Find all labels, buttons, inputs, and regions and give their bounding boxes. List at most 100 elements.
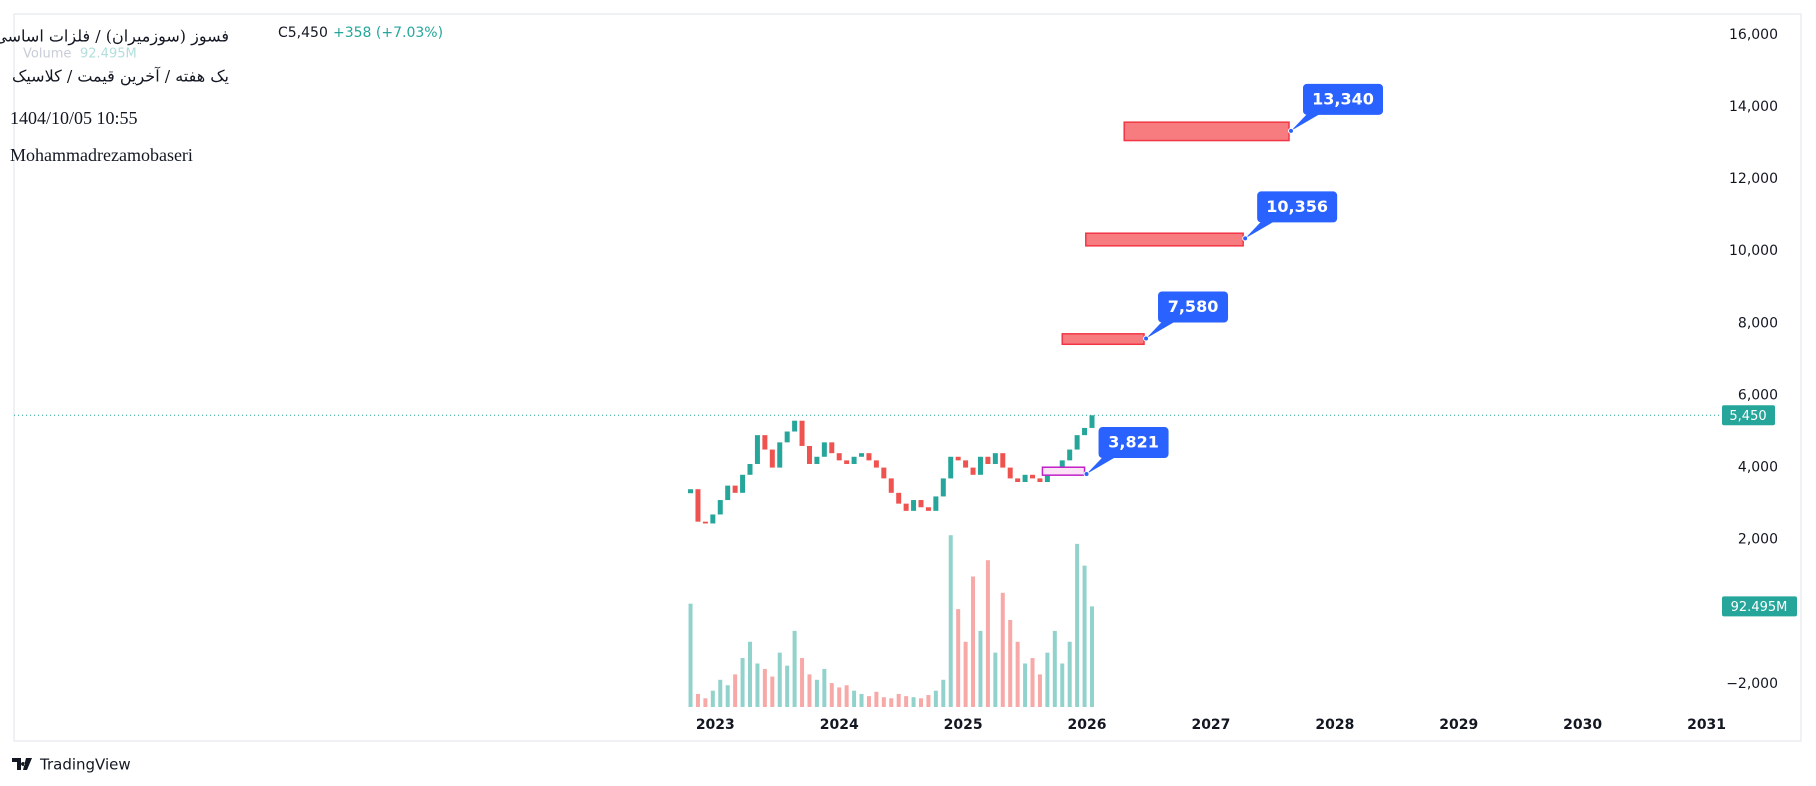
candle xyxy=(992,453,998,464)
candle xyxy=(896,492,902,504)
y-tick-label: 10,000 xyxy=(1729,243,1778,259)
volume-bar xyxy=(948,535,953,707)
y-tick-label: 14,000 xyxy=(1729,99,1778,115)
volume-bar xyxy=(852,690,857,707)
volume-bar xyxy=(956,609,961,707)
candle xyxy=(888,478,894,493)
volume-bar xyxy=(740,658,745,707)
volume-bar xyxy=(837,687,842,707)
volume-bar xyxy=(1023,663,1028,707)
candle xyxy=(717,500,723,515)
candle xyxy=(1082,427,1088,436)
volume-bar xyxy=(822,668,827,707)
y-tick-label: 4,000 xyxy=(1738,460,1778,476)
candle xyxy=(933,496,939,511)
candle xyxy=(754,435,760,464)
volume-bar xyxy=(993,652,998,707)
volume-bar xyxy=(1082,565,1087,707)
zone xyxy=(1041,466,1086,476)
candle xyxy=(1059,460,1065,468)
volume-bar xyxy=(941,679,946,707)
volume-bar xyxy=(896,693,901,707)
volume-bar xyxy=(874,691,879,707)
y-tick-label: 8,000 xyxy=(1738,315,1778,331)
candle xyxy=(918,500,924,508)
candle xyxy=(732,485,738,493)
volume-bar xyxy=(733,674,738,707)
candle xyxy=(821,442,827,457)
volume-bar xyxy=(748,641,753,707)
ohlc-close: C5,450 xyxy=(278,25,328,41)
volume-bar xyxy=(844,685,849,707)
candle xyxy=(1000,453,1006,468)
volume-bar xyxy=(814,679,819,707)
y-tick-label: 12,000 xyxy=(1729,171,1778,187)
callout-anchor xyxy=(1242,235,1249,242)
symbol: فسوز (سوزمیران) / فلزات اساسی xyxy=(0,27,229,46)
volume-bar xyxy=(978,630,983,707)
candle xyxy=(1067,449,1073,461)
candle xyxy=(844,460,850,464)
callout-pointer xyxy=(1245,217,1282,239)
callout-box xyxy=(1303,83,1383,115)
candle xyxy=(806,445,812,464)
x-tick-label: 2028 xyxy=(1315,717,1354,733)
callout-pointer xyxy=(1146,317,1183,339)
volume-bar xyxy=(770,676,775,707)
candle xyxy=(1074,435,1080,450)
volume-bar xyxy=(889,698,894,707)
volume-bar xyxy=(1008,620,1013,707)
callout-anchor xyxy=(1083,471,1090,478)
volume-tag xyxy=(1722,596,1797,617)
volume-bar xyxy=(695,693,700,707)
candle xyxy=(836,453,842,461)
volume-bar xyxy=(971,576,976,707)
candle xyxy=(777,442,783,468)
brand: TradingView xyxy=(39,756,131,774)
volume-bar xyxy=(755,663,760,707)
volume-bar xyxy=(1052,630,1057,707)
volume-bar xyxy=(1045,652,1050,707)
volume-bar xyxy=(1067,641,1072,707)
candle xyxy=(940,478,946,497)
candle xyxy=(911,500,917,511)
candle xyxy=(903,503,909,511)
x-tick-label: 2030 xyxy=(1563,717,1602,733)
last-price-tag xyxy=(1722,405,1775,426)
callout-pointer xyxy=(1291,109,1327,131)
x-tick-label: 2029 xyxy=(1439,717,1478,733)
candle xyxy=(799,420,805,446)
candle xyxy=(977,456,983,475)
volume-bar xyxy=(1030,658,1035,707)
candle xyxy=(866,453,872,461)
volume-bar xyxy=(703,698,708,707)
volume-bar xyxy=(718,679,723,707)
callout-box xyxy=(1158,291,1229,323)
callout-anchor xyxy=(1288,127,1294,134)
candle xyxy=(948,456,954,479)
candle xyxy=(784,431,790,443)
volume-bar xyxy=(1060,663,1065,707)
volume-bar xyxy=(933,690,938,707)
candle xyxy=(769,449,775,468)
zone xyxy=(1061,333,1145,346)
volume-bar xyxy=(866,696,871,707)
candle xyxy=(688,489,694,494)
volume-bar xyxy=(963,641,968,707)
y-tick-label: 6,000 xyxy=(1738,387,1778,403)
date: 1404/10/05 10:55 xyxy=(10,108,138,128)
volume-bar xyxy=(807,674,812,707)
y-tick-label: −2,000 xyxy=(1726,676,1778,692)
callout-pointer xyxy=(1086,453,1123,475)
volume-bar xyxy=(985,560,990,707)
last-price-label: 5,450 xyxy=(1729,409,1766,424)
volume-bar xyxy=(1089,606,1094,707)
volume-bar xyxy=(926,695,931,707)
candle xyxy=(710,514,716,524)
volume-bar xyxy=(762,668,767,707)
candle xyxy=(873,460,879,468)
candle xyxy=(963,460,969,468)
zone xyxy=(1123,121,1290,142)
